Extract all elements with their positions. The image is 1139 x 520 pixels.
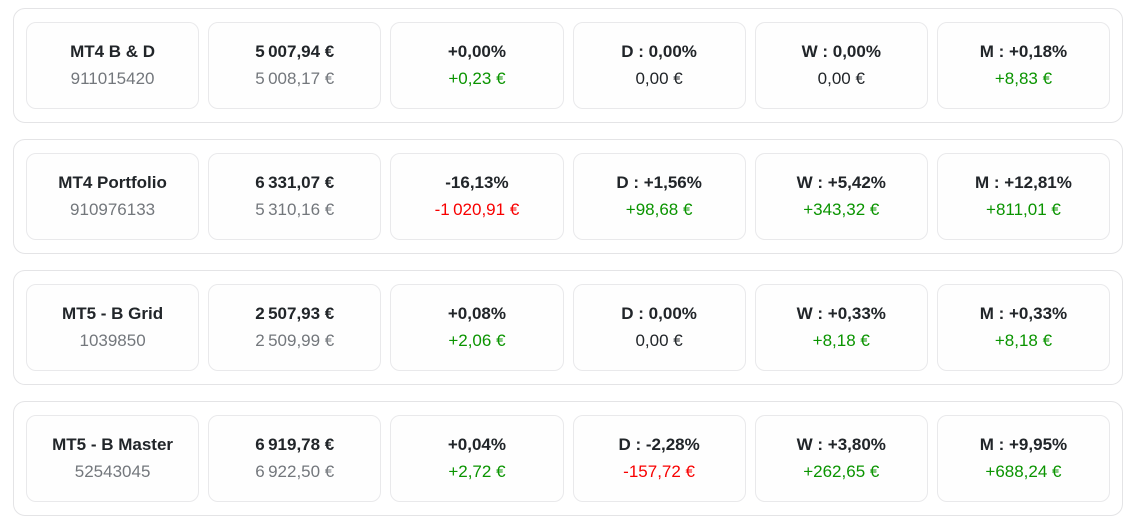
total-pct: +0,00% — [447, 42, 506, 62]
monthly-amount: +688,24 € — [985, 461, 1062, 481]
monthly-change-card: M : +12,81% +811,01 € — [936, 153, 1111, 240]
total-change-card: +0,00% +0,23 € — [390, 22, 564, 109]
account-row: MT5 - B Grid 1039850 2 507,93 € 2 509,99… — [13, 270, 1123, 385]
account-row: MT4 Portfolio 910976133 6 331,07 € 5 310… — [13, 139, 1123, 254]
daily-pct: D : +1,56% — [616, 173, 702, 193]
weekly-pct: W : +5,42% — [796, 173, 886, 193]
daily-change-card: D : -2,28% -157,72 € — [572, 415, 746, 502]
daily-pct: D : -2,28% — [618, 435, 700, 455]
balance-card: 6 919,78 € 6 922,50 € — [208, 415, 382, 502]
account-name: MT5 - B Grid — [62, 304, 164, 324]
total-amount: +2,72 € — [448, 461, 506, 481]
weekly-change-card: W : +5,42% +343,32 € — [754, 153, 928, 240]
account-name: MT5 - B Master — [52, 435, 174, 455]
weekly-pct: W : 0,00% — [801, 42, 881, 62]
account-name-card: MT5 - B Grid 1039850 — [26, 284, 200, 371]
weekly-amount: +8,18 € — [812, 330, 870, 350]
total-change-card: +0,08% +2,06 € — [390, 284, 564, 371]
daily-change-card: D : 0,00% 0,00 € — [572, 22, 746, 109]
equity-value: 5 008,17 € — [255, 68, 335, 88]
daily-change-card: D : +1,56% +98,68 € — [572, 153, 746, 240]
equity-value: 2 509,99 € — [255, 330, 335, 350]
balance-value: 2 507,93 € — [255, 304, 335, 324]
weekly-amount: +343,32 € — [803, 199, 880, 219]
monthly-amount: +811,01 € — [986, 199, 1061, 219]
balance-value: 6 331,07 € — [255, 173, 335, 193]
monthly-change-card: M : +9,95% +688,24 € — [936, 415, 1111, 502]
account-number: 52543045 — [74, 461, 151, 481]
total-amount: -1 020,91 € — [434, 199, 520, 219]
monthly-pct: M : +0,33% — [979, 304, 1068, 324]
balance-card: 5 007,94 € 5 008,17 € — [208, 22, 382, 109]
account-row: MT4 B & D 911015420 5 007,94 € 5 008,17 … — [13, 8, 1123, 123]
monthly-pct: M : +12,81% — [975, 173, 1072, 193]
total-amount: +2,06 € — [448, 330, 506, 350]
equity-value: 5 310,16 € — [255, 199, 335, 219]
monthly-change-card: M : +0,33% +8,18 € — [936, 284, 1111, 371]
balance-card: 2 507,93 € 2 509,99 € — [208, 284, 382, 371]
account-number: 1039850 — [79, 330, 146, 350]
daily-change-card: D : 0,00% 0,00 € — [572, 284, 746, 371]
daily-amount: 0,00 € — [635, 68, 683, 88]
monthly-change-card: M : +0,18% +8,83 € — [936, 22, 1111, 109]
weekly-change-card: W : 0,00% 0,00 € — [754, 22, 928, 109]
monthly-pct: M : +0,18% — [979, 42, 1068, 62]
weekly-amount: +262,65 € — [803, 461, 880, 481]
monthly-amount: +8,83 € — [994, 68, 1053, 88]
daily-pct: D : 0,00% — [621, 42, 697, 62]
total-pct: +0,08% — [447, 304, 506, 324]
total-change-card: +0,04% +2,72 € — [390, 415, 564, 502]
total-change-card: -16,13% -1 020,91 € — [390, 153, 564, 240]
weekly-change-card: W : +0,33% +8,18 € — [754, 284, 928, 371]
weekly-pct: W : +0,33% — [796, 304, 886, 324]
account-name-card: MT4 Portfolio 910976133 — [26, 153, 200, 240]
weekly-pct: W : +3,80% — [796, 435, 886, 455]
monthly-amount: +8,18 € — [994, 330, 1053, 350]
equity-value: 6 922,50 € — [255, 461, 335, 481]
daily-pct: D : 0,00% — [621, 304, 697, 324]
account-row: MT5 - B Master 52543045 6 919,78 € 6 922… — [13, 401, 1123, 516]
total-pct: -16,13% — [445, 173, 509, 193]
account-name-card: MT4 B & D 911015420 — [26, 22, 200, 109]
daily-amount: 0,00 € — [635, 330, 683, 350]
account-name-card: MT5 - B Master 52543045 — [26, 415, 200, 502]
account-name: MT4 B & D — [70, 42, 156, 62]
balance-card: 6 331,07 € 5 310,16 € — [208, 153, 382, 240]
total-amount: +0,23 € — [448, 68, 506, 88]
balance-value: 5 007,94 € — [255, 42, 335, 62]
daily-amount: -157,72 € — [623, 461, 696, 481]
account-number: 911015420 — [70, 68, 155, 88]
balance-value: 6 919,78 € — [255, 435, 335, 455]
account-name: MT4 Portfolio — [58, 173, 167, 193]
weekly-change-card: W : +3,80% +262,65 € — [754, 415, 928, 502]
monthly-pct: M : +9,95% — [979, 435, 1068, 455]
weekly-amount: 0,00 € — [817, 68, 865, 88]
daily-amount: +98,68 € — [625, 199, 693, 219]
total-pct: +0,04% — [447, 435, 506, 455]
account-number: 910976133 — [70, 199, 156, 219]
